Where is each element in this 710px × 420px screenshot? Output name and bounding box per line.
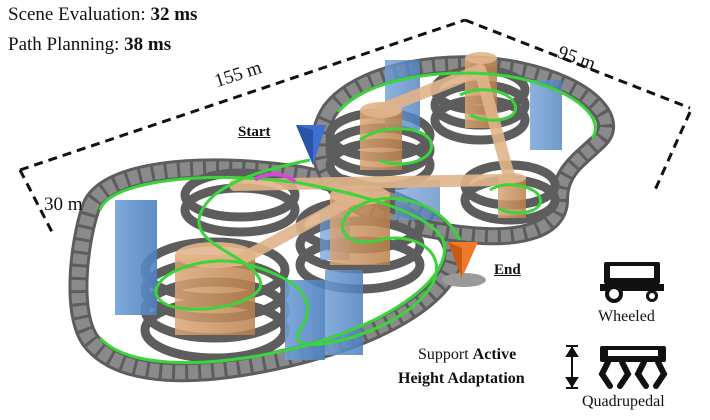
- height-dimension-label: 30 m: [44, 194, 83, 215]
- wheeled-label: Wheeled: [598, 308, 655, 325]
- height-arrow-icon: [565, 345, 579, 389]
- adaptation-active: Active: [472, 346, 517, 363]
- scene-evaluation-metric: Scene Evaluation: 32 ms: [8, 4, 197, 26]
- adaptation-prefix: Support: [418, 346, 469, 363]
- path-planning-value: 38 ms: [124, 34, 172, 55]
- scene-evaluation-value: 32 ms: [150, 4, 198, 25]
- adaptation-line-2: Height Adaptation: [398, 370, 525, 387]
- quadrupedal-label: Quadrupedal: [582, 393, 665, 410]
- dimension-lines: [18, 18, 692, 233]
- path-planning-label: Path Planning:: [8, 34, 120, 55]
- planned-path: [98, 71, 597, 365]
- path-planning-metric: Path Planning: 38 ms: [8, 34, 171, 56]
- wheeled-robot-icon: [600, 262, 664, 303]
- start-marker: [296, 125, 326, 165]
- start-highlight: [253, 172, 297, 184]
- end-marker: [442, 242, 486, 287]
- end-label: End: [494, 262, 521, 278]
- start-label: Start: [238, 124, 271, 140]
- scene-evaluation-label: Scene Evaluation:: [8, 4, 146, 25]
- adaptation-line-1: Support Active: [418, 346, 516, 364]
- quadrupedal-robot-icon: [598, 346, 668, 389]
